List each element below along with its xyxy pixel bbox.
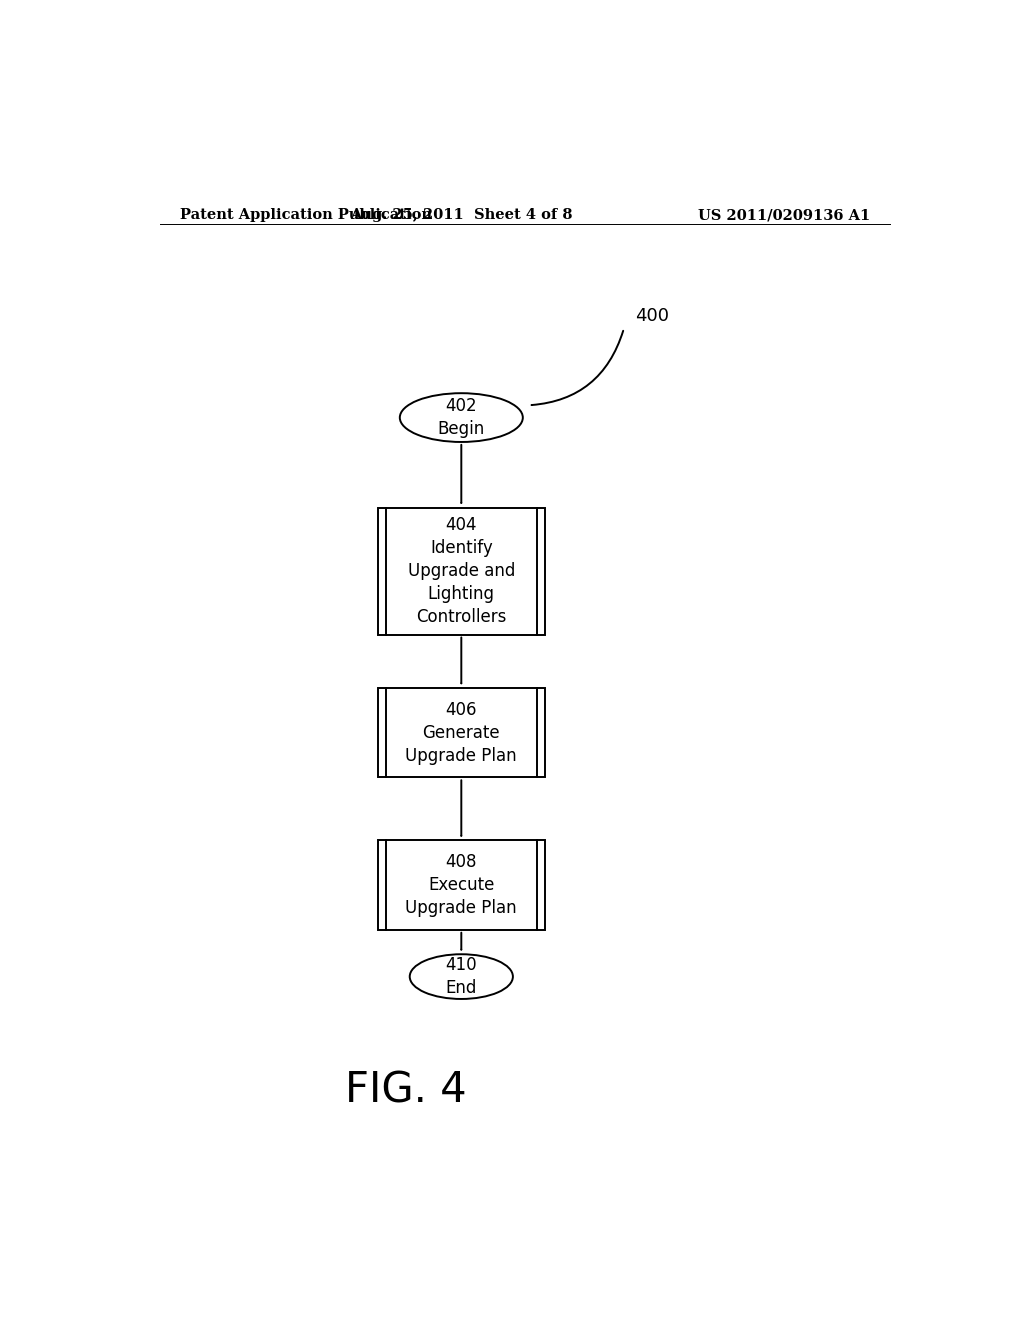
Text: 402
Begin: 402 Begin — [437, 397, 485, 438]
Bar — [378, 688, 545, 777]
Text: Patent Application Publication: Patent Application Publication — [179, 209, 431, 222]
Text: FIG. 4: FIG. 4 — [345, 1069, 467, 1111]
Text: 410
End: 410 End — [445, 956, 477, 997]
Text: 400: 400 — [635, 308, 669, 325]
Bar — [378, 841, 545, 929]
Text: 406
Generate
Upgrade Plan: 406 Generate Upgrade Plan — [406, 701, 517, 764]
Text: US 2011/0209136 A1: US 2011/0209136 A1 — [697, 209, 870, 222]
Bar — [378, 507, 545, 635]
Text: 408
Execute
Upgrade Plan: 408 Execute Upgrade Plan — [406, 853, 517, 917]
FancyArrowPatch shape — [531, 331, 624, 405]
Text: 404
Identify
Upgrade and
Lighting
Controllers: 404 Identify Upgrade and Lighting Contro… — [408, 516, 515, 626]
Text: Aug. 25, 2011  Sheet 4 of 8: Aug. 25, 2011 Sheet 4 of 8 — [350, 209, 572, 222]
